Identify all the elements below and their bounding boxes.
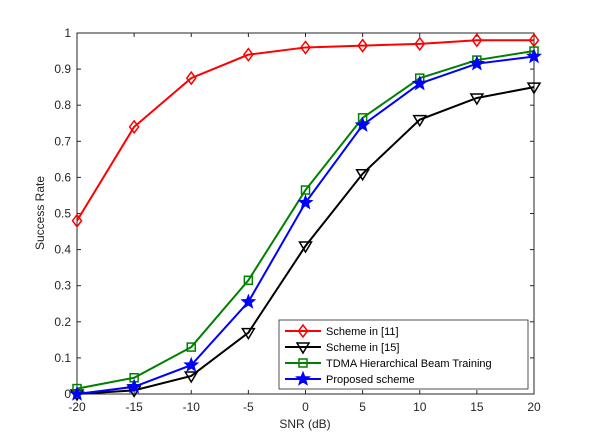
data-point	[528, 32, 540, 48]
x-tick-label: -15	[125, 400, 143, 414]
data-point	[242, 47, 254, 62]
legend-label: Scheme in [11]	[326, 326, 399, 338]
legend: Scheme in [11] Scheme in [15] TDMA Hierarc…	[278, 319, 529, 390]
y-tick-label: 0.8	[54, 98, 71, 112]
data-point	[240, 293, 257, 309]
series-diamond	[71, 32, 540, 228]
series-line	[76, 39, 534, 222]
data-point	[128, 119, 140, 135]
legend-item: Proposed scheme	[285, 370, 415, 386]
data-point	[355, 169, 370, 182]
series-line	[76, 86, 535, 395]
data-point	[185, 70, 197, 86]
data-point	[357, 38, 369, 53]
legend-item: Scheme in [15]	[285, 342, 399, 355]
data-point	[300, 185, 311, 195]
series-line	[76, 50, 535, 390]
y-tick-label: 1	[64, 26, 71, 40]
data-point	[471, 32, 483, 48]
data-point	[526, 82, 542, 95]
y-tick-label: 0.4	[54, 243, 71, 257]
data-point	[183, 356, 200, 372]
data-point	[241, 327, 256, 341]
data-point	[126, 378, 143, 394]
data-point	[183, 371, 199, 384]
legend-marker	[297, 323, 309, 339]
data-point	[186, 342, 196, 352]
data-point	[412, 114, 428, 128]
series-layer	[69, 32, 542, 402]
y-tick-label: 0.1	[54, 351, 71, 365]
data-point	[469, 93, 485, 106]
legend-marker	[298, 358, 308, 368]
y-tick-label: 0.3	[54, 279, 71, 293]
axis-ticks: -20 -15 -10 -5 0 5 10 15 20 0 0.1 0.2 0.3 0.4 0.5 0.6 0.…	[54, 26, 541, 414]
data-point	[243, 275, 254, 286]
legend-label: Proposed scheme	[326, 374, 415, 386]
legend-label: TDMA Hierarchical Beam Training	[326, 358, 492, 370]
y-tick-label: 0.6	[54, 170, 71, 184]
data-point	[298, 241, 313, 254]
data-point	[411, 75, 428, 91]
x-axis-label: SNR (dB)	[279, 417, 330, 431]
data-point	[69, 385, 85, 401]
legend-label: Scheme in [15]	[326, 342, 399, 354]
x-tick-label: 5	[359, 400, 366, 414]
data-point	[526, 48, 542, 64]
series-star	[69, 48, 542, 401]
data-point	[300, 40, 311, 55]
x-tick-label: 0	[302, 400, 309, 414]
legend-item: TDMA Hierarchical Beam Training	[285, 358, 492, 370]
x-tick-label: 15	[470, 400, 484, 414]
legend-marker	[295, 370, 311, 386]
data-point	[297, 194, 314, 210]
x-tick-label: -5	[243, 400, 254, 414]
y-tick-label: 0	[64, 387, 71, 401]
x-tick-label: 20	[527, 400, 541, 414]
legend-item: Scheme in [11]	[285, 323, 399, 339]
x-tick-label: -10	[183, 400, 201, 414]
data-point	[414, 36, 426, 52]
y-tick-label: 0.9	[54, 62, 71, 76]
x-tick-label: 10	[413, 400, 427, 414]
data-point	[468, 55, 485, 71]
data-point	[71, 213, 83, 228]
y-axis-label: Success Rate	[33, 176, 47, 250]
y-tick-label: 0.2	[54, 315, 71, 329]
legend-marker	[295, 342, 311, 355]
y-tick-label: 0.7	[54, 134, 71, 148]
y-tick-label: 0.5	[54, 207, 71, 221]
data-point	[354, 116, 371, 132]
x-tick-label: -20	[68, 400, 86, 414]
series-square	[72, 46, 539, 394]
